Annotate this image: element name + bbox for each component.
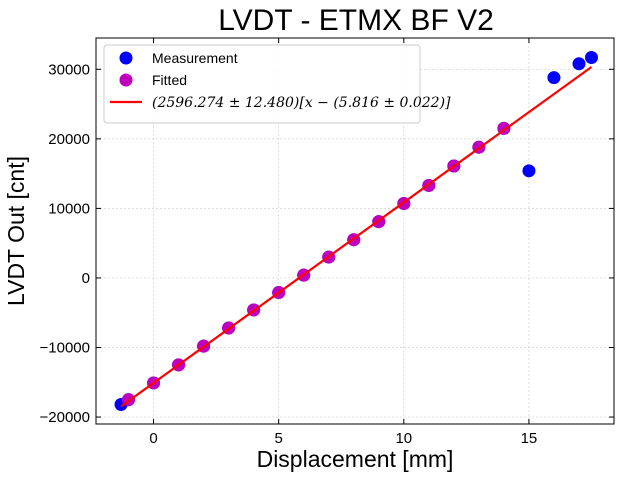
legend-label: Measurement [152,50,238,66]
legend-marker [119,51,133,65]
legend: Measurement Fitted (2596.274 ± 12.480)[x −… [103,44,451,124]
plot-frame [95,37,615,425]
y-tick-label: −20000 [40,409,90,426]
measurement-point [522,164,536,178]
y-tick-label: 10000 [48,200,90,217]
chart-title: LVDT - ETMX BF V2 [218,4,494,37]
x-tick-label: 0 [149,430,157,447]
legend-entry: Fitted [119,72,187,88]
legend-marker [119,73,133,87]
legend-box [103,44,421,124]
y-axis-label: LVDT Out [cnt] [3,156,29,306]
y-tick-label: −10000 [40,339,90,356]
measurement-point [584,50,598,64]
ticks: 0 5 10 15 −20000 −10000 0 10000 20000 30000 [40,38,614,447]
x-tick-label: 5 [275,430,283,447]
x-tick-label: 10 [395,430,412,447]
legend-entry: (2596.274 ± 12.480)[x − (5.816 ± 0.022)] [110,95,451,111]
measurement-point [547,71,561,85]
measurement-point [572,57,586,71]
x-tick-label: 15 [521,430,538,447]
fit-line [120,66,593,408]
y-tick-label: 20000 [48,131,90,148]
x-axis-label: Displacement [mm] [257,446,454,472]
legend-entry: Measurement [119,50,238,66]
y-tick-label: 0 [82,270,90,287]
plot-marks [114,50,598,412]
legend-label: (2596.274 ± 12.480)[x − (5.816 ± 0.022)] [152,95,451,111]
y-tick-label: 30000 [48,61,90,78]
legend-label: Fitted [152,72,187,88]
